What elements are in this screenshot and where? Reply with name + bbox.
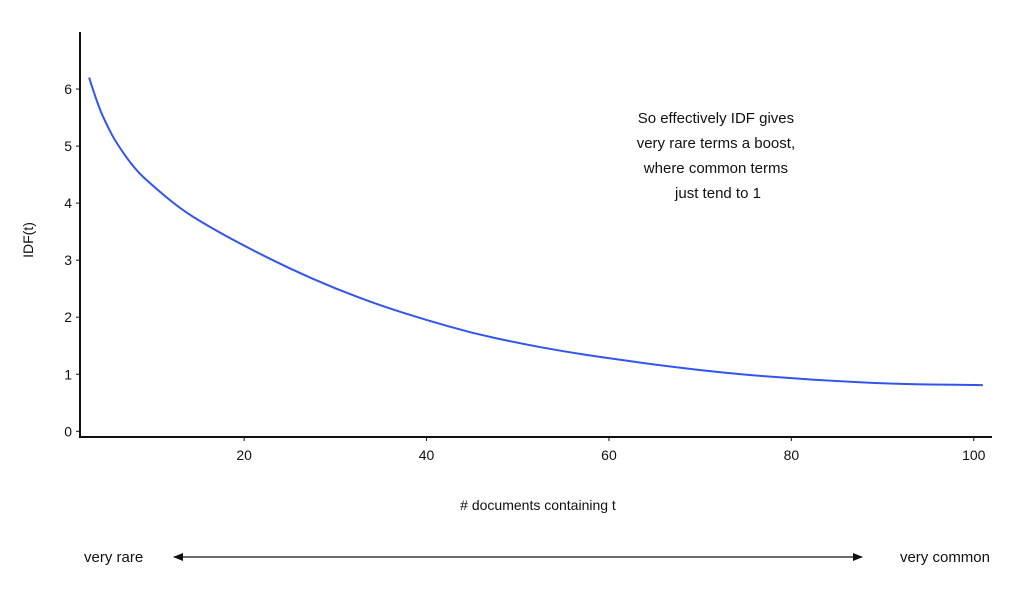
y-tick-label: 5 <box>64 138 72 154</box>
y-tick-label: 0 <box>64 423 72 439</box>
annotation-line-2: very rare terms a boost, <box>637 135 795 152</box>
very-common-label: very common <box>900 549 990 566</box>
series-line-idf <box>88 77 983 387</box>
x-tick-label: 40 <box>419 447 435 463</box>
y-tick-label: 4 <box>64 195 72 211</box>
x-axis-title: # documents containing t <box>460 497 616 513</box>
annotation-line-1: So effectively IDF gives <box>638 110 794 127</box>
x-tick-labels: 20 40 60 80 100 <box>236 437 986 463</box>
very-rare-label: very rare <box>84 549 143 566</box>
y-axis-title: IDF(t) <box>20 222 36 258</box>
y-tick-label: 6 <box>64 81 72 97</box>
y-tick-labels: 0 1 2 3 4 5 6 <box>64 81 80 439</box>
annotation-line-3: where common terms <box>643 160 788 177</box>
x-tick-label: 80 <box>784 447 800 463</box>
y-tick-label: 2 <box>64 309 72 325</box>
y-tick-label: 3 <box>64 252 72 268</box>
y-tick-label: 1 <box>64 366 72 382</box>
annotation-line-4: just tend to 1 <box>674 185 761 202</box>
annotation-text: So effectively IDF gives very rare terms… <box>637 110 800 202</box>
x-tick-label: 20 <box>236 447 252 463</box>
x-tick-label: 60 <box>601 447 617 463</box>
x-tick-label: 100 <box>962 447 986 463</box>
